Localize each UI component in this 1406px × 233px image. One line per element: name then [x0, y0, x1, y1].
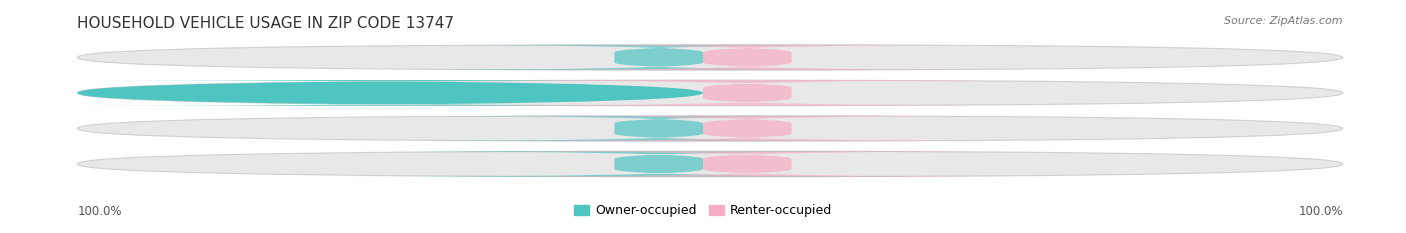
FancyBboxPatch shape: [77, 151, 1343, 177]
FancyBboxPatch shape: [77, 116, 1343, 141]
FancyBboxPatch shape: [323, 45, 994, 70]
FancyBboxPatch shape: [323, 116, 994, 141]
FancyBboxPatch shape: [70, 80, 710, 106]
Text: 100.0%: 100.0%: [77, 205, 122, 218]
Text: HOUSEHOLD VEHICLE USAGE IN ZIP CODE 13747: HOUSEHOLD VEHICLE USAGE IN ZIP CODE 1374…: [77, 16, 454, 31]
FancyBboxPatch shape: [412, 151, 1083, 177]
FancyBboxPatch shape: [77, 45, 1343, 70]
FancyBboxPatch shape: [323, 151, 994, 177]
Text: 100.0%: 100.0%: [1298, 205, 1343, 218]
Legend: Owner-occupied, Renter-occupied: Owner-occupied, Renter-occupied: [568, 199, 838, 222]
FancyBboxPatch shape: [412, 116, 1083, 141]
FancyBboxPatch shape: [412, 45, 1083, 70]
FancyBboxPatch shape: [77, 80, 1343, 106]
FancyBboxPatch shape: [412, 80, 1083, 106]
Text: Source: ZipAtlas.com: Source: ZipAtlas.com: [1225, 16, 1343, 26]
